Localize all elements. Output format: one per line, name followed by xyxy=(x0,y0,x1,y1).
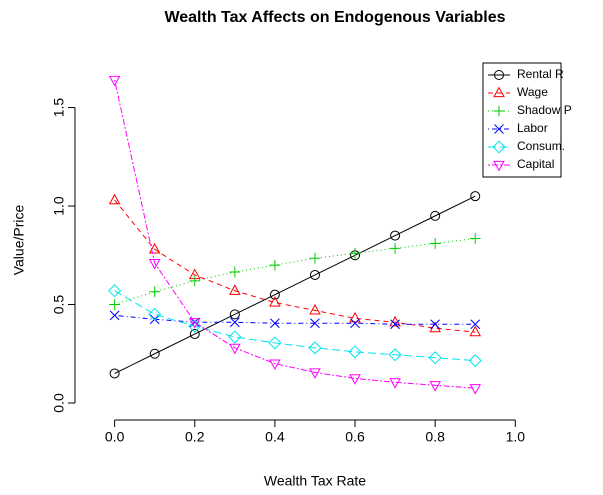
legend-label: Labor xyxy=(517,121,548,135)
legend-label: Capital xyxy=(517,157,554,171)
x-tick-label: 0.6 xyxy=(345,429,365,445)
series-line xyxy=(114,314,476,325)
marker xyxy=(108,284,122,298)
legend: Rental R Wage Shadow P Labor Consum. Capital xyxy=(482,62,572,178)
marker xyxy=(229,266,241,278)
legend-box xyxy=(482,62,562,178)
series-line xyxy=(114,195,476,374)
series-line xyxy=(114,290,476,362)
marker xyxy=(268,336,282,350)
marker xyxy=(390,319,400,330)
marker xyxy=(269,359,281,371)
marker xyxy=(229,317,240,328)
series-line xyxy=(114,238,476,305)
marker xyxy=(470,191,481,202)
marker xyxy=(429,238,441,249)
legend-label: Rental R xyxy=(517,67,564,81)
marker xyxy=(148,242,161,254)
marker xyxy=(389,242,401,254)
marker xyxy=(349,247,361,259)
marker xyxy=(269,289,280,300)
marker xyxy=(469,325,482,337)
x-tick-label: 1.0 xyxy=(506,429,526,445)
y-tick-label: 1.5 xyxy=(51,98,67,118)
legend-label: Shadow P xyxy=(517,103,572,117)
marker xyxy=(493,160,505,172)
marker xyxy=(188,318,201,329)
marker xyxy=(108,193,121,205)
x-tick-label: 0.0 xyxy=(105,429,125,445)
marker xyxy=(350,318,360,329)
marker xyxy=(469,384,482,395)
marker xyxy=(149,348,160,359)
y-tick-label: 0.5 xyxy=(51,295,67,315)
marker xyxy=(493,86,505,98)
marker xyxy=(428,351,442,365)
marker xyxy=(269,259,281,271)
marker xyxy=(468,354,482,368)
marker xyxy=(189,329,200,340)
y-tick-label: 1.0 xyxy=(51,196,67,216)
marker xyxy=(148,259,161,270)
x-tick-label: 0.4 xyxy=(265,429,285,445)
marker xyxy=(309,303,321,315)
marker xyxy=(228,330,242,344)
marker xyxy=(309,368,321,379)
marker xyxy=(470,319,481,330)
marker xyxy=(229,284,241,295)
x-tick-label: 0.8 xyxy=(425,429,445,445)
marker xyxy=(229,309,240,320)
marker xyxy=(308,341,322,355)
marker xyxy=(492,140,506,154)
marker xyxy=(229,343,241,355)
marker xyxy=(390,230,401,241)
marker xyxy=(109,368,120,379)
marker xyxy=(349,311,361,323)
legend-label: Wage xyxy=(517,85,548,99)
marker xyxy=(108,75,121,87)
marker xyxy=(309,252,321,264)
marker xyxy=(389,378,401,389)
series-line xyxy=(114,79,476,389)
legend-label: Consum. xyxy=(517,139,565,153)
marker xyxy=(430,319,441,330)
marker xyxy=(109,299,121,310)
y-axis-label: Value/Price xyxy=(11,205,27,276)
marker xyxy=(469,233,481,244)
x-axis-label: Wealth Tax Rate xyxy=(264,473,366,489)
marker xyxy=(349,374,361,385)
marker xyxy=(270,318,280,329)
marker xyxy=(348,345,362,359)
marker xyxy=(109,310,120,321)
marker xyxy=(149,314,160,325)
marker xyxy=(148,307,162,321)
marker xyxy=(310,318,320,329)
x-tick-label: 0.2 xyxy=(185,429,205,445)
marker xyxy=(269,296,281,307)
marker xyxy=(494,70,504,80)
marker xyxy=(494,124,504,134)
marker xyxy=(388,348,402,362)
marker xyxy=(309,269,320,280)
series-line xyxy=(114,199,476,333)
marker xyxy=(493,105,505,117)
chart-title: Wealth Tax Affects on Endogenous Variabl… xyxy=(164,9,505,26)
marker xyxy=(189,275,201,287)
marker xyxy=(429,381,441,392)
marker xyxy=(188,319,202,333)
y-tick-label: 0.0 xyxy=(51,393,67,413)
marker xyxy=(149,286,161,298)
marker xyxy=(430,210,441,221)
